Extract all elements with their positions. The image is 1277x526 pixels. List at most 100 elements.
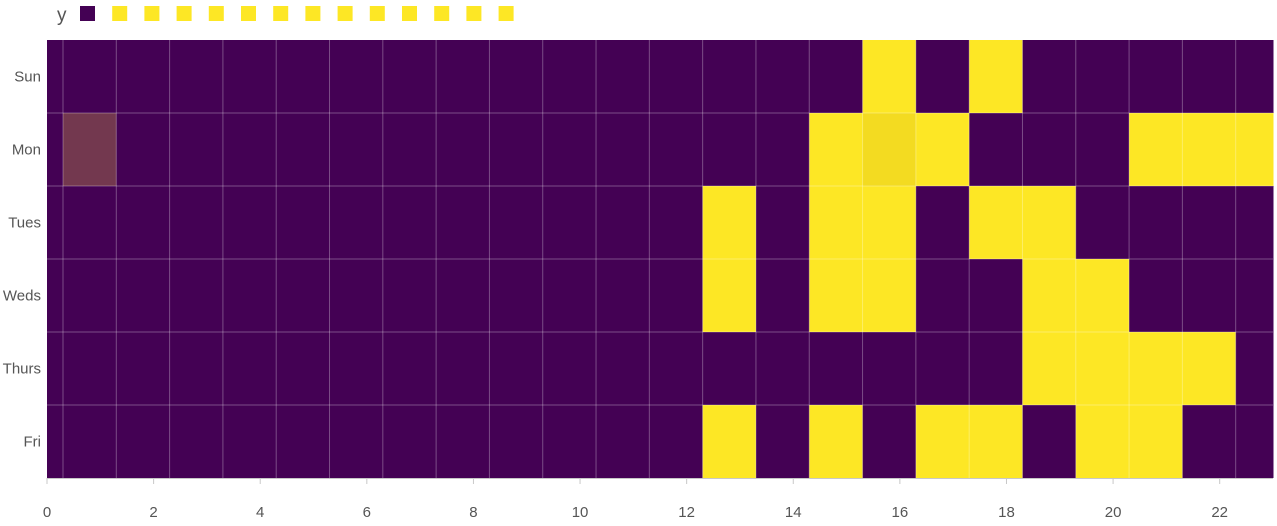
heatmap-cell[interactable] xyxy=(62,40,117,113)
heatmap-cell[interactable] xyxy=(1075,259,1130,332)
heatmap-cell[interactable] xyxy=(1129,332,1183,405)
heatmap-cell[interactable] xyxy=(276,113,331,186)
heatmap-cell[interactable] xyxy=(1022,405,1077,478)
heatmap-cell[interactable] xyxy=(1235,405,1274,478)
heatmap-cell[interactable] xyxy=(436,405,490,478)
heatmap-cell[interactable] xyxy=(809,332,864,405)
heatmap-cell[interactable] xyxy=(915,332,970,405)
heatmap-cell[interactable] xyxy=(489,40,544,113)
heatmap-cell[interactable] xyxy=(649,186,704,259)
heatmap-cell[interactable] xyxy=(1075,40,1130,113)
heatmap-cell[interactable] xyxy=(62,259,117,332)
heatmap-cell[interactable] xyxy=(1182,40,1237,113)
heatmap-cell[interactable] xyxy=(276,332,331,405)
heatmap-cell[interactable] xyxy=(809,40,864,113)
heatmap-cell[interactable] xyxy=(755,259,810,332)
heatmap-cell[interactable] xyxy=(382,113,437,186)
heatmap-cell[interactable] xyxy=(489,259,544,332)
heatmap-cell[interactable] xyxy=(329,332,384,405)
heatmap-cell[interactable] xyxy=(649,405,704,478)
heatmap-cell[interactable] xyxy=(382,332,437,405)
heatmap-cell[interactable] xyxy=(755,186,810,259)
heatmap-cell[interactable] xyxy=(169,259,224,332)
heatmap-cell[interactable] xyxy=(1235,186,1274,259)
heatmap-cell[interactable] xyxy=(649,259,704,332)
heatmap-cell[interactable] xyxy=(382,259,437,332)
heatmap-cell[interactable] xyxy=(436,332,490,405)
heatmap-cell[interactable] xyxy=(1022,332,1077,405)
heatmap-cell[interactable] xyxy=(702,332,757,405)
heatmap-cell[interactable] xyxy=(755,113,810,186)
heatmap-cell[interactable] xyxy=(489,332,544,405)
heatmap-cell[interactable] xyxy=(596,259,650,332)
heatmap-cell[interactable] xyxy=(969,259,1023,332)
heatmap-cell[interactable] xyxy=(969,113,1023,186)
heatmap-cell[interactable] xyxy=(809,186,864,259)
heatmap-cell[interactable] xyxy=(809,259,864,332)
heatmap-cell[interactable] xyxy=(169,332,224,405)
heatmap-cell[interactable] xyxy=(596,405,650,478)
heatmap-cell[interactable] xyxy=(915,113,970,186)
heatmap-cell[interactable] xyxy=(329,405,384,478)
heatmap-cell[interactable] xyxy=(649,40,704,113)
heatmap-cell[interactable] xyxy=(755,40,810,113)
heatmap-cell[interactable] xyxy=(222,113,277,186)
heatmap-cell[interactable] xyxy=(329,113,384,186)
heatmap-cell[interactable] xyxy=(969,332,1023,405)
heatmap-cell[interactable] xyxy=(276,186,331,259)
heatmap-cell[interactable] xyxy=(329,40,384,113)
heatmap-cell[interactable] xyxy=(542,259,597,332)
heatmap-cell[interactable] xyxy=(222,259,277,332)
heatmap-cell[interactable] xyxy=(1235,113,1274,186)
heatmap-cell[interactable] xyxy=(62,113,117,186)
heatmap-cell[interactable] xyxy=(329,186,384,259)
heatmap-cell[interactable] xyxy=(1182,405,1237,478)
heatmap-cell[interactable] xyxy=(436,113,490,186)
heatmap-cell[interactable] xyxy=(649,332,704,405)
heatmap-cell[interactable] xyxy=(596,186,650,259)
heatmap-cell[interactable] xyxy=(1182,259,1237,332)
heatmap-cell[interactable] xyxy=(276,40,331,113)
heatmap-cell[interactable] xyxy=(1235,259,1274,332)
heatmap-cell[interactable] xyxy=(62,405,117,478)
heatmap-cell[interactable] xyxy=(222,405,277,478)
heatmap-cell[interactable] xyxy=(862,186,917,259)
heatmap-cell[interactable] xyxy=(382,405,437,478)
heatmap-cell[interactable] xyxy=(436,40,490,113)
heatmap-cell[interactable] xyxy=(116,186,171,259)
heatmap-cell[interactable] xyxy=(222,186,277,259)
heatmap-cell[interactable] xyxy=(542,186,597,259)
heatmap-cell[interactable] xyxy=(542,405,597,478)
heatmap-cell[interactable] xyxy=(169,40,224,113)
heatmap-cell[interactable] xyxy=(809,405,864,478)
heatmap-cell[interactable] xyxy=(862,40,917,113)
heatmap-cell[interactable] xyxy=(969,186,1023,259)
heatmap-cell[interactable] xyxy=(222,332,277,405)
heatmap-cell[interactable] xyxy=(862,332,917,405)
heatmap-cell[interactable] xyxy=(116,113,171,186)
heatmap-cell[interactable] xyxy=(1022,113,1077,186)
heatmap-cell[interactable] xyxy=(969,40,1023,113)
heatmap-cell[interactable] xyxy=(1235,332,1274,405)
heatmap-cell[interactable] xyxy=(1075,186,1130,259)
heatmap-cell[interactable] xyxy=(116,40,171,113)
heatmap-cell[interactable] xyxy=(915,186,970,259)
heatmap-cell[interactable] xyxy=(1129,40,1183,113)
heatmap-cell[interactable] xyxy=(116,405,171,478)
heatmap-cell[interactable] xyxy=(915,40,970,113)
heatmap-cell[interactable] xyxy=(809,113,864,186)
heatmap-cell[interactable] xyxy=(1129,405,1183,478)
heatmap-cell[interactable] xyxy=(1075,332,1130,405)
heatmap-cell[interactable] xyxy=(702,40,757,113)
heatmap-cell[interactable] xyxy=(1129,186,1183,259)
heatmap-cell[interactable] xyxy=(1022,259,1077,332)
heatmap-cell[interactable] xyxy=(702,405,757,478)
heatmap-cell[interactable] xyxy=(116,332,171,405)
heatmap-cell[interactable] xyxy=(169,113,224,186)
heatmap-cell[interactable] xyxy=(169,405,224,478)
heatmap-cell[interactable] xyxy=(489,186,544,259)
heatmap-cell[interactable] xyxy=(62,332,117,405)
heatmap-cell[interactable] xyxy=(1075,405,1130,478)
heatmap-cell[interactable] xyxy=(542,40,597,113)
heatmap-cell[interactable] xyxy=(1129,113,1183,186)
